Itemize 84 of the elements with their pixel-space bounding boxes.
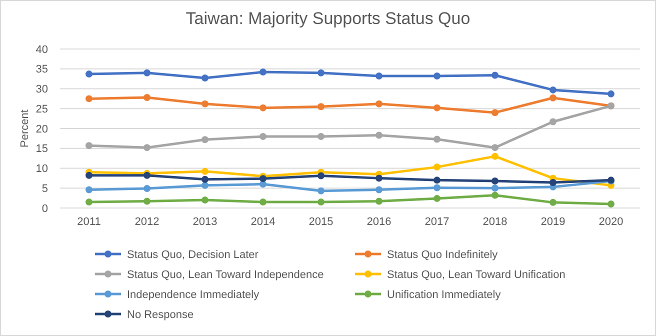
point [608, 200, 614, 208]
legend-label: Status Quo Indefinitely [387, 248, 498, 261]
y-axis-title: Percent [19, 110, 31, 148]
y-tick-label: 15 [36, 143, 48, 156]
x-tick-label: 2011 [77, 216, 101, 228]
point [492, 177, 498, 184]
point [376, 72, 382, 80]
legend-label: Status Quo, Lean Toward Unification [387, 268, 566, 281]
point [550, 179, 556, 186]
point [376, 186, 382, 194]
point [260, 132, 266, 140]
point [318, 198, 324, 206]
legend-label: Independence Immediately [127, 288, 260, 301]
point [202, 182, 208, 189]
point [492, 184, 498, 192]
y-tick-label: 5 [42, 182, 48, 195]
legend-label: No Response [127, 308, 194, 321]
point [608, 90, 614, 98]
point [144, 144, 150, 152]
point [492, 109, 498, 116]
point [260, 104, 266, 112]
legend-label: Unification Immediately [387, 288, 502, 301]
point [144, 185, 150, 192]
legend-label: Status Quo, Decision Later [127, 248, 259, 261]
point [318, 103, 324, 110]
point [144, 94, 150, 101]
x-tick-label: 2017 [424, 216, 450, 228]
point [260, 68, 266, 76]
point [434, 72, 440, 80]
point [550, 198, 556, 206]
x-tick-label: 2016 [366, 216, 392, 228]
point [434, 136, 440, 143]
point [492, 192, 498, 199]
y-tick-label: 25 [36, 103, 48, 116]
point [202, 176, 208, 183]
point [86, 142, 92, 150]
y-tick-label: 0 [42, 202, 48, 215]
x-tick-label: 2018 [482, 216, 508, 228]
point [86, 95, 92, 102]
point [550, 94, 556, 102]
x-tick-label: 2013 [192, 216, 218, 228]
point [434, 104, 440, 112]
point [376, 174, 382, 182]
point [260, 175, 266, 182]
x-tick-label: 2012 [134, 216, 160, 228]
point [86, 172, 92, 179]
point [86, 186, 92, 194]
point [318, 69, 324, 76]
point [492, 152, 498, 160]
legend-label: Status Quo, Lean Toward Independence [127, 268, 324, 281]
point [202, 196, 208, 204]
chart-title: Taiwan: Majority Supports Status Quo [186, 9, 470, 28]
point [144, 198, 150, 205]
y-tick-label: 30 [36, 84, 48, 96]
point [434, 184, 440, 192]
y-tick-label: 35 [36, 64, 48, 76]
x-tick-label: 2014 [250, 216, 276, 228]
point [202, 168, 208, 175]
point [318, 172, 324, 180]
y-tick-label: 10 [36, 163, 48, 176]
point [550, 118, 556, 126]
y-tick-label: 40 [36, 44, 48, 56]
x-tick-label: 2015 [308, 216, 334, 228]
point [318, 187, 324, 194]
point [260, 198, 266, 206]
x-tick-label: 2019 [540, 216, 566, 228]
point [492, 144, 498, 152]
point [202, 136, 208, 144]
point [434, 176, 440, 184]
point [202, 74, 208, 82]
point [434, 164, 440, 171]
point [376, 100, 382, 108]
point [376, 132, 382, 139]
point [376, 198, 382, 205]
y-tick-label: 20 [36, 123, 48, 136]
point [86, 70, 92, 78]
point [202, 100, 208, 108]
point [492, 72, 498, 79]
point [434, 194, 440, 202]
point [318, 132, 324, 140]
point [550, 86, 556, 94]
point [86, 198, 92, 206]
point [144, 69, 150, 76]
x-tick-label: 2020 [598, 216, 624, 228]
